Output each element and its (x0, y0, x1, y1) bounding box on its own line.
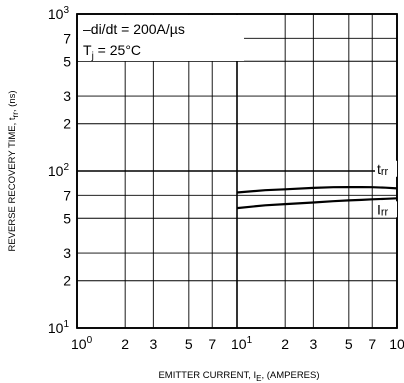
x-tick-label: 2 (281, 336, 289, 352)
x-axis-title: EMITTER CURRENT, IE, (AMPERES) (158, 370, 319, 383)
x-tick-label: 101 (231, 335, 253, 352)
x-tick-label: 5 (345, 336, 353, 352)
x-tick-label: 3 (309, 336, 317, 352)
series-label-bg (375, 201, 398, 218)
series-label-bg (375, 160, 398, 177)
y-tick-label: 3 (63, 245, 71, 261)
x-tick-label: 2 (121, 336, 129, 352)
series-label-trr: trr (377, 161, 389, 178)
x-tick-label: 5 (185, 336, 193, 352)
y-tick-label: 103 (48, 5, 70, 22)
x-tick-label: 7 (368, 336, 376, 352)
condition-tj: Tj = 25°C (83, 42, 141, 62)
y-tick-label: 2 (63, 116, 71, 132)
series-line-irr (236, 197, 398, 210)
labels: 100 2 3 5 7 101 2 3 5 7 1010123571022357103–di/dt … (7, 5, 404, 383)
y-tick-label: 2 (63, 273, 71, 289)
y-tick-label: 7 (63, 30, 71, 46)
y-tick-label: 7 (63, 187, 71, 203)
series-layer (236, 186, 398, 210)
x-tick-label: 100 (71, 335, 93, 352)
y-axis-title: REVERSE RECOVERY TIME, trr, (ns) (7, 90, 20, 251)
y-tick-label: 3 (63, 88, 71, 104)
series-line-trr (236, 186, 398, 194)
series-label-irr: Irr (377, 201, 389, 218)
x-tick-label: 10 (389, 336, 404, 352)
y-tick-label: 102 (48, 162, 70, 179)
grid (76, 13, 398, 329)
y-tick-label: 101 (48, 319, 70, 336)
condition-didt: –di/dt = 200A/µs (83, 21, 185, 37)
y-tick-label: 5 (63, 53, 71, 69)
x-tick-label: 7 (208, 336, 216, 352)
conditions-box (78, 15, 244, 61)
y-tick-label: 5 (63, 210, 71, 226)
x-tick-label: 3 (149, 336, 157, 352)
